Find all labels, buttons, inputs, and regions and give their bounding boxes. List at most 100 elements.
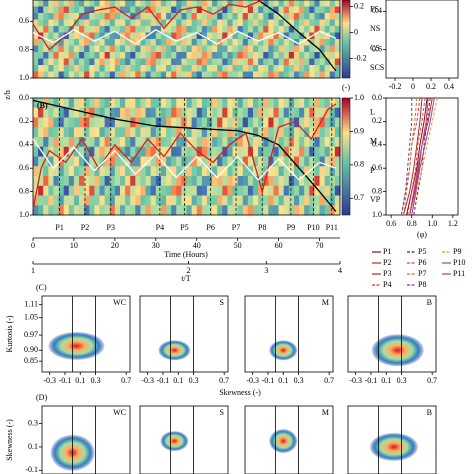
heatmap-cell: [242, 117, 249, 128]
heatmap-cell: [232, 58, 239, 66]
heatmap-cell: [43, 52, 49, 59]
heatmap-cell: [43, 205, 49, 216]
heatmap-cell: [79, 65, 85, 72]
heatmap-cell: [130, 45, 136, 53]
heatmap-cell: [33, 107, 39, 118]
heatmap-cell: [99, 65, 106, 72]
heatmap-cell: [84, 195, 90, 206]
heatmap-cell: [48, 166, 54, 177]
heatmap-cell: [89, 39, 95, 46]
heatmap-cell: [155, 65, 162, 72]
heatmap-cell: [309, 185, 315, 196]
heatmap-cell: [196, 156, 203, 167]
heatmap-cell: [166, 146, 172, 157]
plot-frame: [32, 0, 341, 79]
legend-label: P7: [418, 269, 426, 278]
panel-title: WC: [113, 298, 126, 307]
heatmap-cell: [73, 45, 80, 53]
heatmap-cell: [293, 137, 300, 148]
heatmap-cell: [293, 127, 300, 138]
heatmap-cell: [145, 52, 152, 59]
heatmap-cell: [293, 19, 300, 27]
heatmap-cell: [232, 146, 239, 157]
heatmap-cell: [242, 45, 249, 53]
heatmap-cell: [114, 45, 121, 53]
heatmap-cell: [130, 52, 136, 59]
period-label: P3: [107, 223, 115, 232]
heatmap-cell: [84, 127, 90, 138]
heatmap-cell: [253, 58, 259, 66]
heatmap-cell: [268, 71, 274, 79]
heatmap-cell: [53, 6, 60, 14]
heatmap-cell: [68, 52, 75, 59]
heatmap-cell: [334, 26, 341, 33]
heatmap-cell: [324, 98, 331, 109]
heatmap-cell: [334, 52, 341, 59]
heatmap-cell: [288, 39, 295, 46]
heatmap-cell: [160, 19, 167, 27]
heatmap-cell: [201, 98, 208, 109]
heatmap-cell: [212, 6, 218, 14]
heatmap-cell: [196, 19, 203, 27]
heatmap-cell: [130, 107, 136, 118]
heatmap-cell: [206, 98, 213, 109]
heatmap-cell: [222, 65, 228, 72]
heatmap-cell: [155, 127, 162, 138]
heatmap-cell: [201, 205, 208, 216]
heatmap-cell: [99, 0, 106, 7]
heatmap-cell: [150, 117, 157, 128]
heatmap-cell: [135, 32, 141, 40]
heatmap-cell: [48, 205, 54, 216]
heatmap-cell: [278, 65, 285, 72]
heatmap-cell: [89, 166, 95, 177]
heatmap-cell: [48, 195, 54, 206]
panel-title: B: [427, 298, 432, 307]
heatmap-cell: [38, 71, 44, 79]
heatmap-cell: [232, 19, 239, 27]
heatmap-cell: [145, 65, 152, 72]
heatmap-cell: [114, 98, 121, 109]
period-label: P6: [206, 223, 214, 232]
x-tick-label: 0.6: [386, 219, 396, 228]
heatmap-cell: [253, 127, 259, 138]
heatmap-cell: [329, 6, 336, 14]
heatmap-cell: [94, 52, 101, 59]
heatmap-cell: [160, 0, 167, 7]
heatmap-cell: [263, 176, 269, 187]
heatmap-cell: [43, 0, 49, 7]
heatmap-cell: [201, 26, 208, 33]
heatmap-cell: [242, 146, 249, 157]
heatmap-cell: [268, 65, 274, 72]
heatmap-cell: [309, 166, 315, 177]
heatmap-cell: [176, 156, 182, 167]
heatmap-cell: [196, 45, 203, 53]
heatmap-cell: [68, 19, 75, 27]
heatmap-cell: [212, 176, 218, 187]
legend-label: P6: [418, 258, 426, 267]
heatmap-cell: [201, 127, 208, 138]
heatmap-cell: [263, 52, 269, 59]
heatmap-cell: [201, 39, 208, 46]
heatmap-cell: [309, 52, 315, 59]
heatmap-cell: [140, 146, 147, 157]
plot-frame: [244, 295, 334, 373]
heatmap-cell: [222, 52, 228, 59]
heatmap-cell: [150, 32, 157, 40]
heatmap-cell: [201, 71, 208, 79]
heatmap-cell: [299, 137, 305, 148]
heatmap-cell: [33, 13, 39, 20]
heatmap-cell: [119, 127, 126, 138]
heatmap-cell: [104, 45, 111, 53]
heatmap-cell: [176, 58, 182, 66]
heatmap-cell: [125, 176, 131, 187]
heatmap-cell: [125, 98, 131, 109]
heatmap-cell: [135, 107, 141, 118]
heatmap-cell: [33, 127, 39, 138]
heatmap-cell: [227, 146, 234, 157]
heatmap-cell: [222, 58, 228, 66]
heatmap-cell: [258, 156, 264, 167]
heatmap-cell: [324, 71, 331, 79]
heatmap-cell: [283, 52, 290, 59]
heatmap-cell: [263, 65, 269, 72]
plot-frame: [32, 97, 341, 216]
